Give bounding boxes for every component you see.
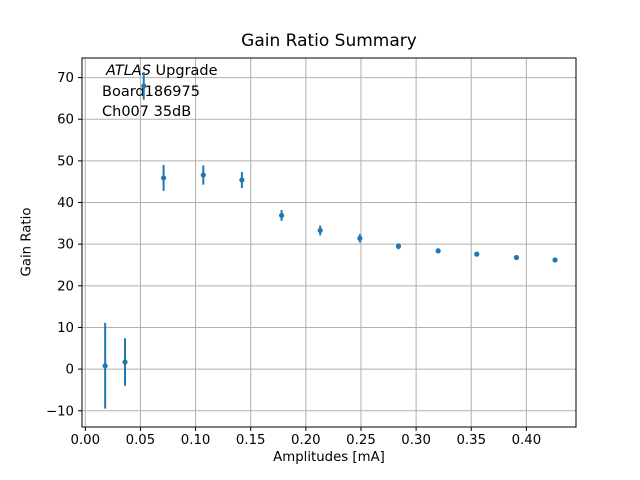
y-tick-label: 10 bbox=[57, 321, 74, 336]
data-point-marker bbox=[317, 227, 323, 234]
annotation-experiment-name: ATLAS bbox=[106, 63, 151, 79]
y-tick-label: −10 bbox=[46, 404, 74, 419]
x-tick-label: 0.10 bbox=[181, 433, 211, 448]
x-tick-label: 0.05 bbox=[126, 433, 156, 448]
annotation-channel: Ch007 35dB bbox=[102, 104, 192, 120]
data-point-marker bbox=[552, 257, 558, 263]
data-point-marker bbox=[395, 243, 402, 249]
data-point-marker bbox=[160, 175, 167, 181]
x-axis-label: Amplitudes [mA] bbox=[273, 450, 385, 465]
x-tick-label: 0.40 bbox=[512, 433, 542, 448]
data-point-marker bbox=[435, 248, 441, 254]
annotation-experiment-rest: Upgrade bbox=[150, 63, 218, 79]
data-point-marker bbox=[200, 172, 206, 178]
data-point-marker bbox=[141, 83, 147, 89]
x-tick-label: 0.20 bbox=[291, 433, 321, 448]
y-tick-label: 0 bbox=[66, 363, 74, 378]
data-point-marker bbox=[102, 363, 108, 369]
chart-title: Gain Ratio Summary bbox=[241, 31, 417, 51]
data-point-marker bbox=[513, 254, 520, 261]
data-point-marker bbox=[122, 359, 128, 365]
x-tick-label: 0.35 bbox=[456, 433, 486, 448]
y-tick-label: 30 bbox=[57, 238, 74, 253]
annotation-line-experiment: ATLAS Upgrade bbox=[102, 61, 282, 82]
x-tick-label: 0.15 bbox=[236, 433, 266, 448]
x-tick-label: 0.25 bbox=[346, 433, 376, 448]
y-tick-label: 50 bbox=[57, 154, 74, 169]
y-tick-label: 60 bbox=[57, 113, 74, 128]
x-tick-label: 0.30 bbox=[401, 433, 431, 448]
data-point-marker bbox=[239, 177, 245, 183]
plot-border bbox=[81, 57, 577, 428]
y-tick-label: 20 bbox=[57, 279, 74, 294]
y-tick-label: 70 bbox=[57, 71, 74, 86]
y-axis-label: Gain Ratio bbox=[19, 207, 35, 277]
y-tick-label: 40 bbox=[57, 196, 74, 211]
data-point-marker bbox=[357, 235, 363, 241]
annotation: ATLAS Upgrade Board186975 Ch007 35dB bbox=[102, 61, 282, 131]
data-point-marker bbox=[474, 251, 480, 257]
annotation-board: Board186975 bbox=[102, 83, 200, 100]
data-point-marker bbox=[278, 212, 285, 219]
x-tick-label: 0.00 bbox=[71, 433, 101, 448]
